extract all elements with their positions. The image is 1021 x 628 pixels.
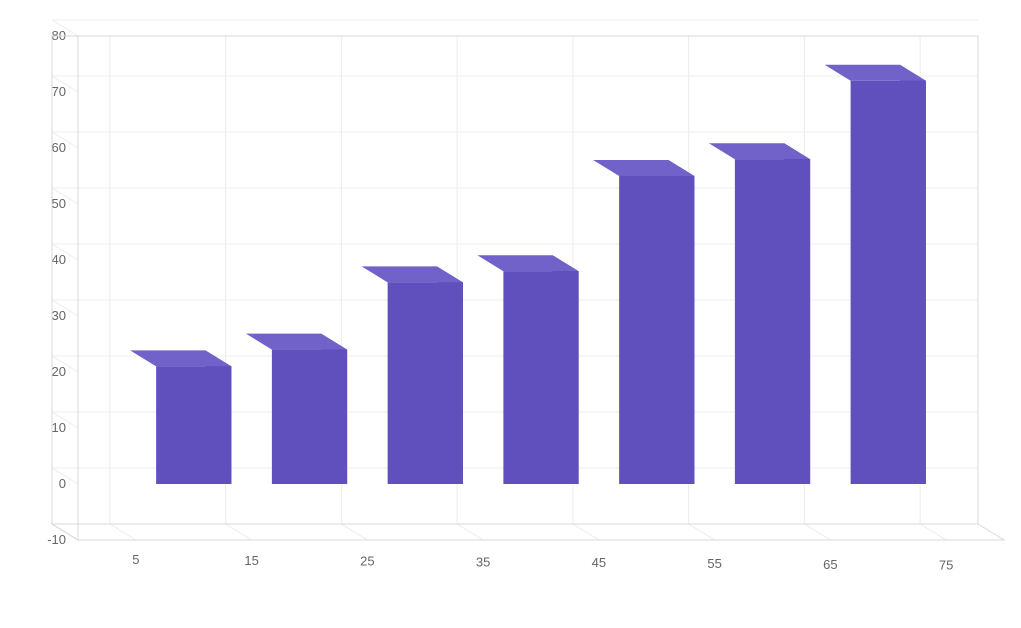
bar-top — [362, 266, 463, 282]
bar-top — [825, 65, 926, 81]
bar-front — [735, 159, 810, 484]
bar-top — [709, 143, 810, 159]
bar — [130, 350, 231, 484]
gridline-v-floor — [689, 524, 715, 540]
y-tick-label: 0 — [59, 476, 66, 491]
gridline-v-floor — [573, 524, 599, 540]
y-tick-label: 60 — [52, 140, 66, 155]
x-tick-label: 45 — [592, 555, 606, 570]
y-tick-label: 30 — [52, 308, 66, 323]
bar-front — [272, 350, 347, 484]
y-tick-label: 20 — [52, 364, 66, 379]
bar-front — [503, 271, 578, 484]
bar-top — [477, 255, 578, 271]
bar-front — [388, 282, 463, 484]
bar-top — [246, 334, 347, 350]
y-tick-label: 10 — [52, 420, 66, 435]
gridline-v-floor — [457, 524, 483, 540]
x-tick-label: 15 — [244, 553, 258, 568]
gridline-v-floor — [341, 524, 367, 540]
bar — [593, 160, 694, 484]
y-tick-label: 70 — [52, 84, 66, 99]
bar — [477, 255, 578, 484]
floor-outline — [52, 524, 1004, 540]
x-tick-label: 65 — [823, 557, 837, 572]
gridline-v-floor — [804, 524, 830, 540]
bar — [825, 65, 926, 484]
bar-front — [619, 176, 694, 484]
bar-front — [851, 81, 926, 484]
left-wall-outline — [52, 36, 78, 540]
bars — [130, 65, 926, 484]
x-tick-label: 75 — [939, 558, 953, 573]
bar-top — [130, 350, 231, 366]
gridline-v-floor — [110, 524, 136, 540]
bar-chart-3d: -1001020304050607080515253545556575 — [0, 0, 1021, 628]
x-tick-label: 5 — [132, 552, 139, 567]
x-tick-label: 55 — [707, 556, 721, 571]
gridline-v-floor — [226, 524, 252, 540]
y-tick-label: 40 — [52, 252, 66, 267]
x-tick-label: 25 — [360, 554, 374, 569]
y-tick-label: 50 — [52, 196, 66, 211]
gridline-v-floor — [920, 524, 946, 540]
y-tick-label: -10 — [47, 532, 66, 547]
x-tick-label: 35 — [476, 554, 490, 569]
bar — [709, 143, 810, 484]
bar-top — [593, 160, 694, 176]
bar-front — [156, 366, 231, 484]
bar — [362, 266, 463, 484]
